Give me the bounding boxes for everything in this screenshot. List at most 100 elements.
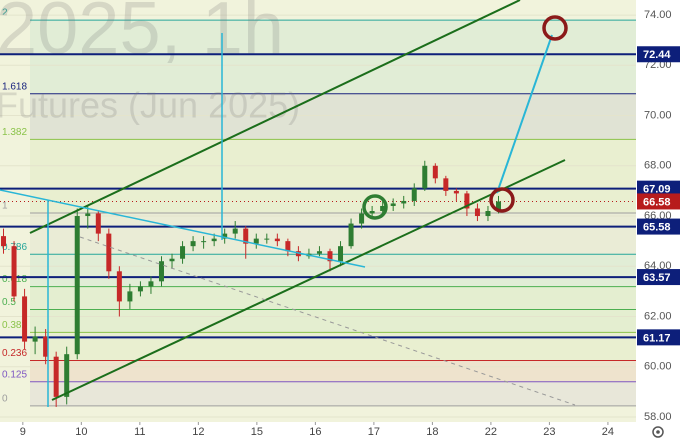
- candle-body: [64, 354, 70, 397]
- fib-label: 0.236: [2, 348, 27, 359]
- marker-circle: [542, 15, 568, 41]
- candle-body: [453, 190, 459, 194]
- x-tick-label: 12: [192, 426, 204, 438]
- price-tag-label: 65.58: [643, 221, 671, 233]
- candle-body: [369, 211, 375, 214]
- candle-body: [274, 238, 280, 242]
- candle-body: [380, 205, 386, 211]
- fib-band: [30, 139, 636, 214]
- x-tick-label: 15: [251, 426, 263, 438]
- fib-label: 1.382: [2, 127, 27, 138]
- candle-body: [201, 241, 207, 243]
- fib-label: 1.618: [2, 81, 27, 92]
- candle-body: [359, 213, 365, 224]
- time-axis: [0, 422, 636, 443]
- price-tag: [637, 218, 680, 235]
- marker-circle: [489, 187, 515, 213]
- fib-label: 1: [2, 201, 8, 212]
- candle-body: [127, 291, 133, 302]
- candle-body: [85, 213, 91, 217]
- forecast-line: [496, 34, 553, 194]
- candle-body: [180, 246, 186, 259]
- price-tag-label: 67.09: [643, 184, 671, 196]
- price-tag: [637, 329, 680, 346]
- candle-body: [443, 178, 449, 191]
- candle-body: [74, 216, 80, 355]
- candle-body: [264, 238, 270, 240]
- candle-body: [464, 193, 470, 209]
- fib-band: [30, 213, 636, 255]
- fib-band: [30, 286, 636, 310]
- candle-body: [496, 201, 502, 211]
- price-tag-label: 72.44: [643, 49, 671, 61]
- y-tick-label: 60.00: [644, 361, 672, 373]
- candle-body: [474, 208, 480, 217]
- fib-band: [30, 309, 636, 333]
- candle-body: [148, 281, 154, 287]
- last-price-tag: [637, 193, 680, 210]
- candle-body: [11, 246, 17, 297]
- candle-body: [169, 258, 175, 262]
- x-tick-label: 23: [543, 426, 555, 438]
- candle-body: [485, 211, 491, 217]
- candle-body: [222, 233, 228, 239]
- x-tick-label: 10: [75, 426, 87, 438]
- candle-body: [158, 261, 164, 282]
- fib-label: 0: [2, 394, 8, 405]
- x-tick-label: 17: [368, 426, 380, 438]
- y-tick-label: 68.00: [644, 160, 672, 172]
- candle-body: [211, 238, 217, 242]
- candle-body: [316, 251, 322, 254]
- marker-circle: [362, 194, 388, 220]
- x-tick-label: 22: [485, 426, 497, 438]
- candle-body: [116, 271, 122, 302]
- fib-band: [30, 360, 636, 382]
- watermark: 2025, 1h: [0, 0, 284, 70]
- candle-body: [432, 165, 438, 179]
- candle-body: [1, 236, 7, 247]
- candle-body: [106, 233, 112, 272]
- candle-body: [95, 213, 101, 234]
- dashed-line: [79, 236, 576, 406]
- channel-lower: [51, 159, 566, 401]
- candle-body: [390, 203, 396, 206]
- candle-body: [190, 241, 196, 247]
- last-price-label: 66.58: [643, 196, 671, 208]
- y-tick-label: 70.00: [644, 109, 672, 121]
- fib-label: 0.382: [2, 320, 27, 331]
- x-tick-label: 16: [309, 426, 321, 438]
- fib-label: 0.125: [2, 369, 27, 380]
- candle-body: [232, 228, 238, 234]
- x-tick-label: 11: [134, 426, 145, 438]
- x-tick-label: 24: [602, 426, 614, 438]
- candle-body: [253, 238, 259, 244]
- candle-body: [43, 336, 49, 357]
- fib-band: [30, 93, 636, 140]
- y-tick-label: 74.00: [644, 9, 672, 21]
- channel-upper: [29, 0, 521, 234]
- candle-body: [422, 165, 428, 189]
- candle-body: [285, 241, 291, 252]
- fib-label: 0.5: [2, 297, 16, 308]
- fib-label: 2: [2, 8, 8, 19]
- x-tick-label: 9: [20, 426, 26, 438]
- price-tag: [637, 180, 680, 197]
- plot-background: [0, 0, 636, 422]
- candle-body: [411, 188, 417, 201]
- settings-icon[interactable]: [652, 426, 664, 438]
- candle-body: [327, 251, 333, 262]
- price-tag: [637, 46, 680, 63]
- price-tag-label: 63.57: [643, 272, 671, 284]
- candle-body: [22, 296, 28, 342]
- fib-band: [30, 381, 636, 406]
- x-tick-label: 18: [426, 426, 438, 438]
- trend-line: [0, 189, 366, 268]
- watermark-subtitle: Futures (Jun 2025): [0, 85, 300, 126]
- candle-body: [32, 336, 38, 342]
- price-tag: [637, 269, 680, 286]
- candle-body: [338, 246, 344, 262]
- candle-body: [243, 228, 249, 244]
- y-tick-label: 62.00: [644, 310, 672, 322]
- candle-body: [53, 356, 59, 397]
